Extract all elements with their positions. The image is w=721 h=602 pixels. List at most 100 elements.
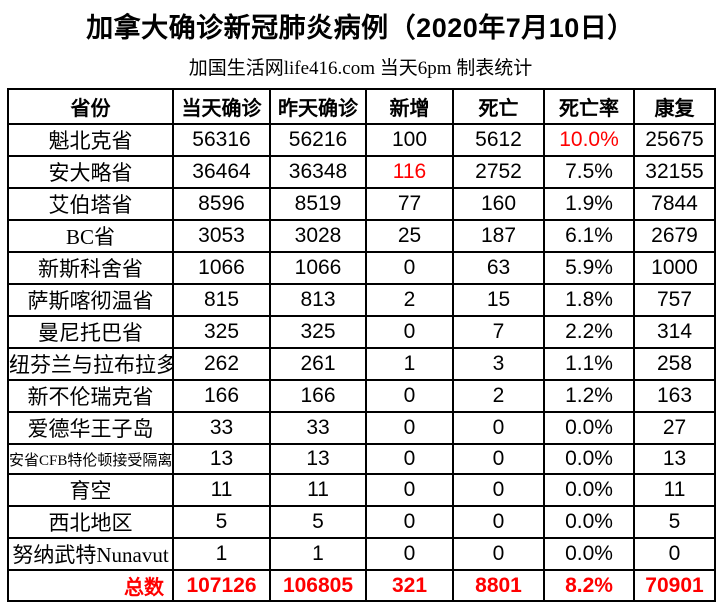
stats-table: 省份 当天确诊 昨天确诊 新增 死亡 死亡率 康复 魁北克省 56316 56216…	[7, 88, 716, 602]
value-cell: 163	[633, 379, 716, 413]
value-cell: 100	[365, 123, 454, 157]
province-cell: 新斯科舍省	[7, 251, 174, 285]
value-cell: 1066	[172, 251, 271, 285]
value-cell: 0	[365, 505, 454, 539]
header-row: 省份 当天确诊 昨天确诊 新增 死亡 死亡率 康复	[7, 88, 716, 125]
totals-value-cell: 106805	[269, 569, 367, 602]
value-cell: 56216	[269, 123, 367, 157]
value-cell: 0	[452, 537, 545, 571]
value-cell: 160	[452, 187, 545, 221]
value-cell: 0.0%	[543, 411, 635, 445]
value-cell: 1.2%	[543, 379, 635, 413]
province-cell: 努纳武特Nunavut	[7, 537, 174, 571]
value-cell: 8596	[172, 187, 271, 221]
value-cell: 2	[452, 379, 545, 413]
table-row: 曼尼托巴省 325 325 0 7 2.2% 314	[7, 315, 716, 349]
value-cell: 7.5%	[543, 155, 635, 189]
value-cell: 0	[365, 251, 454, 285]
value-cell: 1066	[269, 251, 367, 285]
value-cell: 262	[172, 347, 271, 381]
value-cell: 0	[365, 315, 454, 349]
value-cell: 13	[269, 443, 367, 475]
province-cell: 安大略省	[7, 155, 174, 189]
province-cell: 育空	[7, 473, 174, 507]
table-row: 安大略省 36464 36348 116 2752 7.5% 32155	[7, 155, 716, 189]
table-row: 爱德华王子岛 33 33 0 0 0.0% 27	[7, 411, 716, 445]
value-cell: 11	[269, 473, 367, 507]
table-row: 艾伯塔省 8596 8519 77 160 1.9% 7844	[7, 187, 716, 221]
table-body: 魁北克省 56316 56216 100 5612 10.0% 25675 安大略省 36464…	[7, 123, 716, 571]
province-cell: 新不伦瑞克省	[7, 379, 174, 413]
table-row: 育空 11 11 0 0 0.0% 11	[7, 473, 716, 507]
value-cell: 2.2%	[543, 315, 635, 349]
value-cell: 2679	[633, 219, 716, 253]
value-cell: 0.0%	[543, 473, 635, 507]
value-cell: 0	[365, 473, 454, 507]
value-cell: 5	[633, 505, 716, 539]
value-cell: 0.0%	[543, 443, 635, 475]
value-cell: 3053	[172, 219, 271, 253]
value-cell: 166	[172, 379, 271, 413]
table-row: 安省CFB特伦顿接受隔离 13 13 0 0 0.0% 13	[7, 443, 716, 475]
value-cell: 1.8%	[543, 283, 635, 317]
table-row: 西北地区 5 5 0 0 0.0% 5	[7, 505, 716, 539]
column-header-today-confirmed: 当天确诊	[172, 88, 271, 125]
value-cell: 7844	[633, 187, 716, 221]
value-cell: 815	[172, 283, 271, 317]
totals-label: 总数	[7, 569, 174, 602]
totals-row: 总数 107126 106805 321 8801 8.2% 70901	[7, 569, 716, 602]
value-cell: 2752	[452, 155, 545, 189]
value-cell: 6.1%	[543, 219, 635, 253]
value-cell: 77	[365, 187, 454, 221]
value-cell: 2	[365, 283, 454, 317]
table-row: 萨斯喀彻温省 815 813 2 15 1.8% 757	[7, 283, 716, 317]
column-header-deaths: 死亡	[452, 88, 545, 125]
value-cell: 15	[452, 283, 545, 317]
page-subtitle: 加国生活网life416.com 当天6pm 制表统计	[188, 58, 533, 79]
value-cell: 25675	[633, 123, 716, 157]
value-cell: 314	[633, 315, 716, 349]
value-cell: 7	[452, 315, 545, 349]
value-cell: 3	[452, 347, 545, 381]
value-cell: 0	[633, 537, 716, 571]
value-cell: 5612	[452, 123, 545, 157]
province-cell: 安省CFB特伦顿接受隔离	[7, 443, 174, 475]
column-header-death-rate: 死亡率	[543, 88, 635, 125]
totals-value-cell: 70901	[633, 569, 716, 602]
column-header-recovered: 康复	[633, 88, 716, 125]
value-cell: 8519	[269, 187, 367, 221]
column-header-province: 省份	[7, 88, 174, 125]
value-cell: 0	[452, 473, 545, 507]
province-cell: 西北地区	[7, 505, 174, 539]
value-cell: 25	[365, 219, 454, 253]
value-cell: 11	[172, 473, 271, 507]
totals-value-cell: 8801	[452, 569, 545, 602]
value-cell: 116	[365, 155, 454, 189]
value-cell: 0	[452, 505, 545, 539]
value-cell: 13	[172, 443, 271, 475]
value-cell: 0	[452, 411, 545, 445]
value-cell: 36348	[269, 155, 367, 189]
value-cell: 33	[269, 411, 367, 445]
province-cell: 爱德华王子岛	[7, 411, 174, 445]
totals-value-cell: 107126	[172, 569, 271, 602]
value-cell: 261	[269, 347, 367, 381]
value-cell: 56316	[172, 123, 271, 157]
value-cell: 33	[172, 411, 271, 445]
value-cell: 813	[269, 283, 367, 317]
value-cell: 1	[269, 537, 367, 571]
value-cell: 187	[452, 219, 545, 253]
province-cell: 纽芬兰与拉布拉多	[7, 347, 174, 381]
totals-value-cell: 8.2%	[543, 569, 635, 602]
value-cell: 757	[633, 283, 716, 317]
value-cell: 1.1%	[543, 347, 635, 381]
value-cell: 0.0%	[543, 505, 635, 539]
value-cell: 258	[633, 347, 716, 381]
value-cell: 0	[365, 411, 454, 445]
column-header-yesterday-confirmed: 昨天确诊	[269, 88, 367, 125]
value-cell: 3028	[269, 219, 367, 253]
table-row: 纽芬兰与拉布拉多 262 261 1 3 1.1% 258	[7, 347, 716, 381]
page-title: 加拿大确诊新冠肺炎病例（2020年7月10日）	[86, 13, 635, 43]
value-cell: 0	[365, 379, 454, 413]
totals-value-cell: 321	[365, 569, 454, 602]
